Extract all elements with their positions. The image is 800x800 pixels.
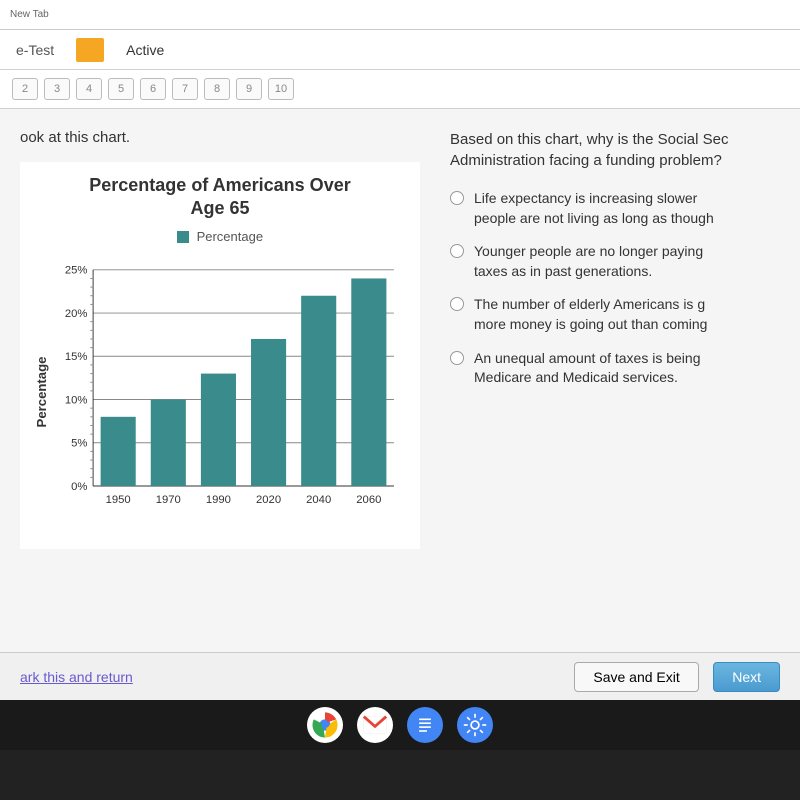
settings-icon[interactable] [457, 707, 493, 743]
svg-text:20%: 20% [65, 308, 88, 320]
svg-text:2020: 2020 [256, 494, 281, 506]
bar-chart-svg: Percentage 0% 5% 10% 15% 20% 25% 1950 1970 1990… [32, 252, 408, 532]
option-row[interactable]: Younger people are no longer paying taxe… [450, 242, 780, 281]
option-line: more money is going out than coming [474, 316, 707, 332]
footer-bar: ark this and return Save and Exit Next [0, 652, 800, 700]
svg-text:25%: 25% [65, 264, 88, 276]
footer-buttons: Save and Exit Next [574, 662, 780, 692]
radio-icon[interactable] [450, 244, 464, 258]
svg-text:2040: 2040 [306, 494, 331, 506]
instruction-text: ook at this chart. [20, 129, 420, 146]
save-exit-button[interactable]: Save and Exit [574, 662, 698, 692]
svg-text:10%: 10% [65, 394, 88, 406]
gmail-icon[interactable] [357, 707, 393, 743]
option-text: Life expectancy is increasing slower peo… [474, 189, 714, 228]
chart-bars [101, 278, 387, 486]
svg-text:5%: 5% [71, 437, 87, 449]
quiz-tab-active: Active [110, 34, 180, 66]
y-axis-label: Percentage [34, 356, 49, 427]
question-stem: Based on this chart, why is the Social S… [450, 129, 780, 171]
svg-text:1990: 1990 [206, 494, 231, 506]
chart-xticks: 1950 1970 1990 2020 2040 2060 [106, 494, 382, 506]
mark-return-link[interactable]: ark this and return [20, 669, 133, 685]
svg-text:1970: 1970 [156, 494, 181, 506]
chart-grid [93, 270, 394, 486]
nav-num[interactable]: 10 [268, 78, 294, 100]
radio-icon[interactable] [450, 191, 464, 205]
option-line: people are not living as long as though [474, 210, 714, 226]
svg-text:15%: 15% [65, 351, 88, 363]
option-row[interactable]: An unequal amount of taxes is being Medi… [450, 349, 780, 388]
svg-text:2060: 2060 [356, 494, 381, 506]
nav-num[interactable]: 4 [76, 78, 102, 100]
chart-title-line2: Age 65 [190, 198, 249, 218]
svg-text:0%: 0% [71, 481, 87, 493]
legend-square-icon [177, 231, 189, 243]
nav-num[interactable]: 8 [204, 78, 230, 100]
option-line: Life expectancy is increasing slower [474, 190, 697, 206]
chart-title: Percentage of Americans Over Age 65 [32, 174, 408, 221]
nav-num[interactable]: 6 [140, 78, 166, 100]
nav-num[interactable]: 2 [12, 78, 38, 100]
taskbar [0, 700, 800, 750]
chart-yticks: 0% 5% 10% 15% 20% 25% [65, 264, 93, 492]
radio-icon[interactable] [450, 351, 464, 365]
nav-num[interactable]: 9 [236, 78, 262, 100]
screen-container: New Tab e-Test Active 2 3 4 5 6 7 8 9 10… [0, 0, 800, 750]
left-column: ook at this chart. Percentage of America… [20, 129, 440, 649]
option-line: Medicare and Medicaid services. [474, 369, 678, 385]
chart-legend: Percentage [32, 229, 408, 244]
nav-num[interactable]: 7 [172, 78, 198, 100]
quiz-header: e-Test Active [0, 30, 800, 70]
docs-icon[interactable] [407, 707, 443, 743]
quiz-tab-left: e-Test [0, 34, 70, 66]
active-indicator-icon [76, 38, 104, 62]
content-area: ook at this chart. Percentage of America… [0, 109, 800, 669]
chrome-icon[interactable] [307, 707, 343, 743]
option-line: The number of elderly Americans is g [474, 296, 705, 312]
option-row[interactable]: Life expectancy is increasing slower peo… [450, 189, 780, 228]
stem-line2: Administration facing a funding problem? [450, 152, 722, 169]
chart-title-line1: Percentage of Americans Over [89, 175, 350, 195]
option-line: An unequal amount of taxes is being [474, 350, 701, 366]
nav-num[interactable]: 3 [44, 78, 70, 100]
right-column: Based on this chart, why is the Social S… [440, 129, 780, 649]
browser-top-bar: New Tab [0, 0, 800, 30]
option-text: The number of elderly Americans is g mor… [474, 295, 707, 334]
stem-line1: Based on this chart, why is the Social S… [450, 131, 728, 148]
option-text: An unequal amount of taxes is being Medi… [474, 349, 701, 388]
option-line: Younger people are no longer paying [474, 243, 703, 259]
browser-title: New Tab [10, 9, 49, 20]
radio-icon[interactable] [450, 297, 464, 311]
option-line: taxes as in past generations. [474, 263, 652, 279]
next-button[interactable]: Next [713, 662, 780, 692]
option-row[interactable]: The number of elderly Americans is g mor… [450, 295, 780, 334]
chart-container: Percentage of Americans Over Age 65 Perc… [20, 162, 420, 549]
svg-text:1950: 1950 [106, 494, 131, 506]
legend-label: Percentage [197, 229, 264, 244]
question-nav: 2 3 4 5 6 7 8 9 10 [0, 70, 800, 109]
nav-num[interactable]: 5 [108, 78, 134, 100]
option-text: Younger people are no longer paying taxe… [474, 242, 703, 281]
